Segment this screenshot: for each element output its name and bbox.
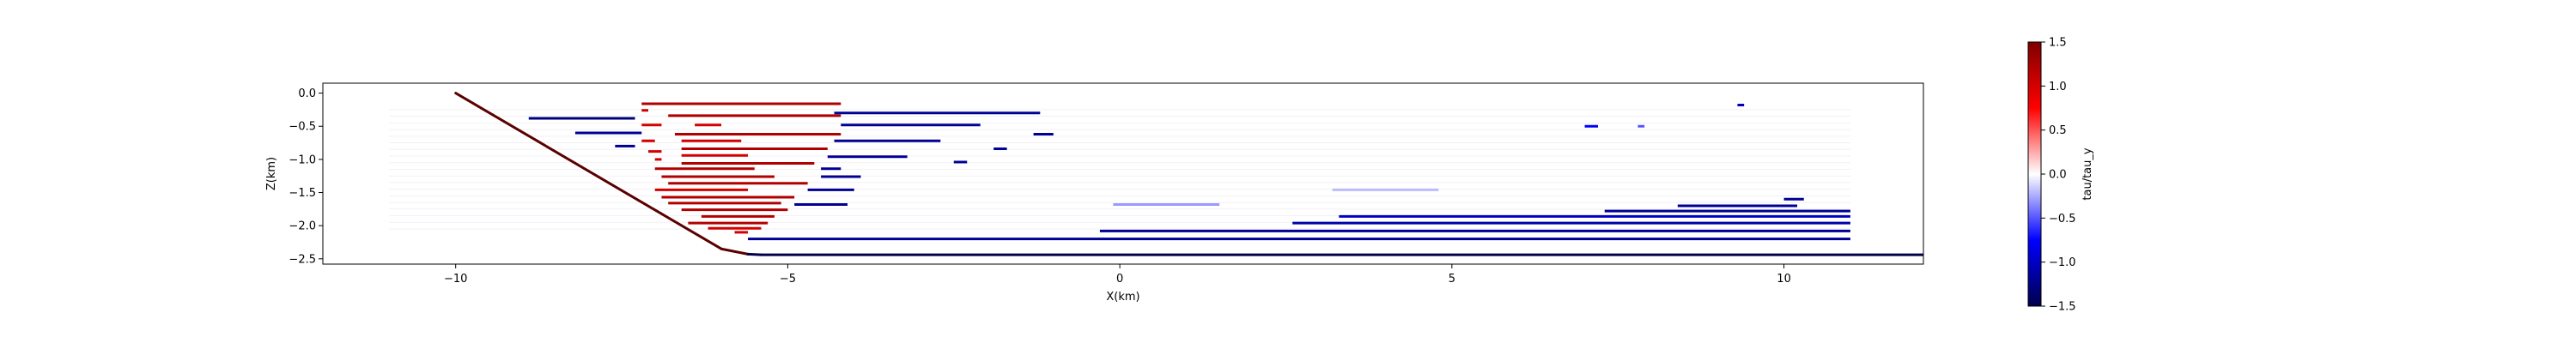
x-axis-label: X(km) <box>1106 291 1139 304</box>
x-tick-label: 0 <box>1116 273 1123 286</box>
stress-segments <box>528 102 1850 241</box>
x-axis: −10 −5 0 5 10 <box>444 264 1791 286</box>
y-axis-label: Z(km) <box>265 157 278 190</box>
colorbar-tick-label: −0.5 <box>2049 213 2076 226</box>
colorbar-tick-label: 1.5 <box>2049 37 2067 50</box>
boundary-line <box>454 92 723 250</box>
boundary-layer <box>454 92 1923 256</box>
colorbar-tick-label: 1.0 <box>2049 81 2067 93</box>
y-tick-label: −0.5 <box>289 121 316 134</box>
y-tick-label: −1.0 <box>289 153 316 166</box>
boundary-line <box>746 252 762 256</box>
plot-area <box>389 92 1923 256</box>
x-tick-label: −10 <box>444 273 467 286</box>
colorbar-ticks: 1.5 1.0 0.5 0.0 −0.5 −1.0 −1.5 <box>2041 37 2076 314</box>
background-trace-lines <box>389 109 1850 230</box>
y-tick-label: 0.0 <box>298 87 316 100</box>
colorbar-bar <box>2027 41 2042 307</box>
x-tick-label: 10 <box>1777 273 1791 286</box>
colorbar-tick-label: −1.0 <box>2049 256 2076 269</box>
y-tick-label: −1.5 <box>289 187 316 200</box>
colorbar-label: tau/tau_y <box>2081 147 2094 200</box>
colorbar-tick-label: 0.5 <box>2049 124 2067 137</box>
colorbar: 1.5 1.0 0.5 0.0 −0.5 −1.0 −1.5 tau/tau_y <box>2027 37 2094 314</box>
colorbar-tick-label: −1.5 <box>2049 301 2076 314</box>
x-tick-label: 5 <box>1449 273 1455 286</box>
boundary-line <box>720 247 750 256</box>
x-tick-label: −5 <box>780 273 796 286</box>
plot-frame <box>322 82 1924 265</box>
y-tick-label: −2.0 <box>289 220 316 233</box>
y-axis: 0.0 −0.5 −1.0 −1.5 −2.0 −2.5 <box>289 87 323 266</box>
y-tick-label: −2.5 <box>289 253 316 266</box>
colorbar-tick-label: 0.0 <box>2049 169 2067 182</box>
